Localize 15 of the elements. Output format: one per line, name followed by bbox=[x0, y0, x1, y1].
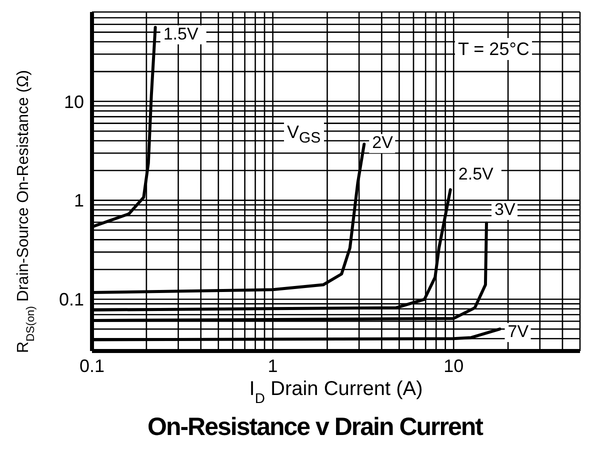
series-label: 2.5V bbox=[458, 164, 494, 184]
series-label: 3V bbox=[494, 200, 516, 219]
series-label: 2V bbox=[372, 133, 394, 152]
annotation: T = 25°C bbox=[455, 38, 532, 60]
series-label: 7V bbox=[508, 322, 530, 342]
y-tick-label: 0.1 bbox=[58, 290, 84, 310]
annotation: V$_{GS}$ bbox=[284, 121, 324, 150]
series-label: 1.5V bbox=[163, 24, 199, 44]
y-tick-label: 10 bbox=[64, 92, 84, 112]
y-tick-label: 1 bbox=[74, 190, 84, 211]
x-tick-label: 10 bbox=[444, 356, 464, 376]
text: On-Resistance v Drain Current bbox=[146, 413, 484, 442]
x-axis-title: I$_{D}$ Drain Current (A) bbox=[249, 378, 423, 406]
x-tick-label: 0.1 bbox=[79, 356, 105, 376]
x-tick-label: 1 bbox=[268, 356, 278, 376]
